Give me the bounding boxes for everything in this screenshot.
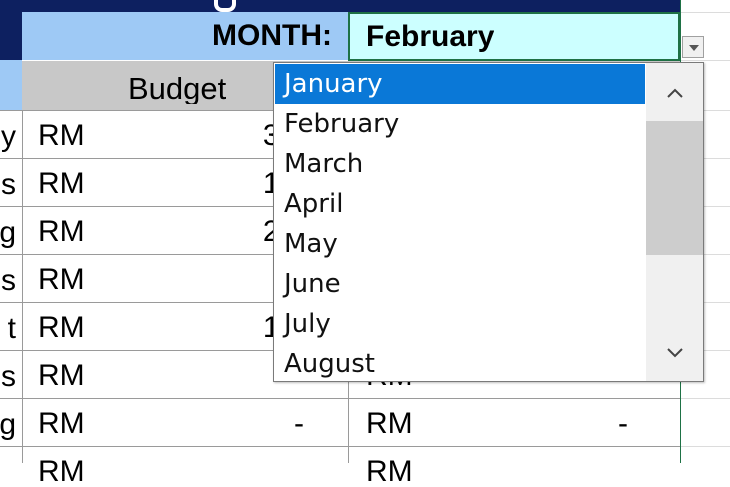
- col-divider: [22, 110, 23, 463]
- currency-cell: RM: [38, 457, 85, 487]
- dropdown-arrow-button[interactable]: [682, 36, 704, 58]
- row-edge-text: g: [0, 410, 16, 440]
- dropdown-option-may[interactable]: May: [284, 229, 338, 259]
- gridline: [681, 158, 730, 159]
- actual-currency-cell: RM: [366, 409, 413, 439]
- month-select-cell[interactable]: [348, 12, 680, 61]
- left-edge-fragments: y s g s t s g: [0, 110, 18, 463]
- actual-currency-cell: RM: [366, 457, 413, 487]
- left-navy-strip: [0, 12, 22, 60]
- month-dropdown-list[interactable]: January February March April May June Ju…: [273, 62, 704, 382]
- actual-cell: -: [618, 409, 628, 439]
- dropdown-arrow-icon: [689, 45, 699, 51]
- month-label: MONTH:: [212, 21, 332, 51]
- scroll-thumb[interactable]: [646, 121, 703, 255]
- currency-cell: RM: [38, 265, 85, 295]
- gridline: [681, 350, 730, 351]
- dropdown-option-july[interactable]: July: [284, 309, 331, 339]
- gridline: [681, 302, 730, 303]
- budget-header: Budget: [128, 73, 227, 104]
- title-fragment: [208, 0, 238, 12]
- chevron-down-icon: [667, 348, 683, 358]
- dropdown-option-january[interactable]: January: [275, 64, 645, 104]
- row-edge-text: g: [0, 218, 16, 248]
- gridline: [681, 12, 730, 13]
- left-blue-strip: [0, 60, 22, 110]
- currency-cell: RM: [38, 409, 85, 439]
- row-edge-text: s: [1, 170, 16, 200]
- budget-cell: -: [294, 409, 304, 439]
- title-bar: [0, 0, 680, 12]
- dropdown-scrollbar[interactable]: [646, 63, 703, 381]
- month-label-cell: [22, 12, 350, 60]
- row-edge-text: s: [1, 362, 16, 392]
- dropdown-option-february[interactable]: February: [284, 109, 400, 139]
- currency-cell: RM: [38, 169, 85, 199]
- gridline: [681, 110, 730, 111]
- currency-cell: RM: [38, 121, 85, 151]
- gridline: [681, 254, 730, 255]
- row-edge-text: t: [7, 314, 16, 344]
- month-value: February: [366, 22, 495, 52]
- chevron-up-icon: [667, 88, 683, 98]
- currency-cell: RM: [38, 217, 85, 247]
- dropdown-option-august[interactable]: August: [284, 349, 375, 379]
- gridline: [681, 60, 730, 61]
- gridline: [681, 446, 730, 447]
- scroll-up-button[interactable]: [646, 63, 703, 121]
- currency-cell: RM: [38, 361, 85, 391]
- row-divider: [0, 446, 680, 447]
- currency-cell: RM: [38, 313, 85, 343]
- row-edge-text: y: [1, 122, 16, 152]
- row-divider: [0, 398, 680, 399]
- row-edge-text: s: [1, 266, 16, 296]
- scroll-down-button[interactable]: [646, 325, 703, 381]
- dropdown-option-april[interactable]: April: [284, 189, 344, 219]
- gridline: [681, 398, 730, 399]
- dropdown-option-march[interactable]: March: [284, 149, 364, 179]
- dropdown-option-june[interactable]: June: [284, 269, 341, 299]
- gridline: [681, 206, 730, 207]
